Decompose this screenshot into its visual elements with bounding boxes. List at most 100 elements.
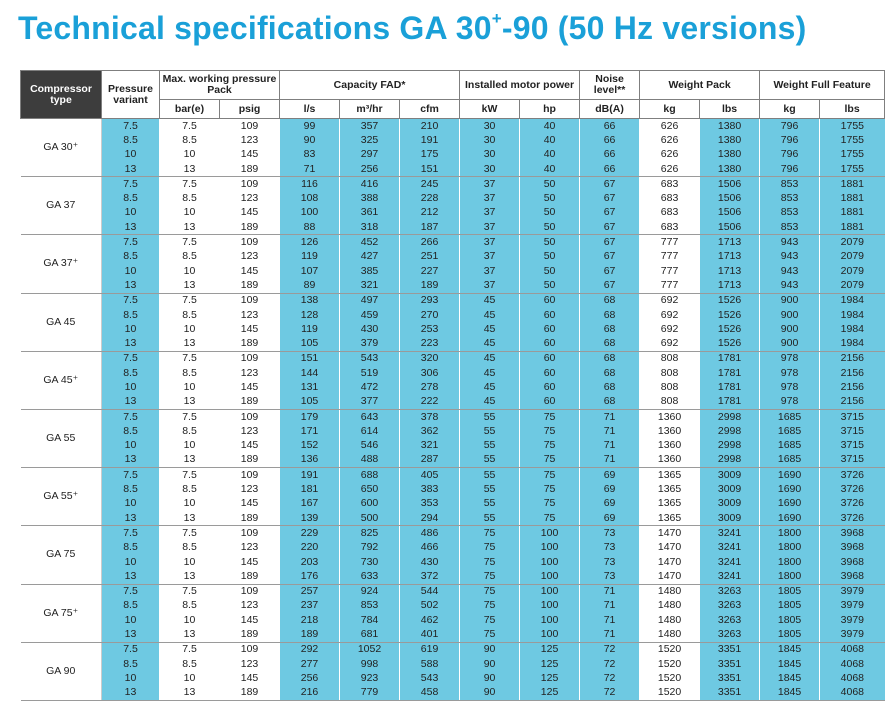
table-cell: 1800 <box>759 569 820 585</box>
table-cell: 900 <box>759 336 820 352</box>
unit-header: cfm <box>399 99 461 119</box>
table-cell: 13 <box>159 627 220 643</box>
table-cell: 90 <box>459 685 520 701</box>
table-cell: 71 <box>579 438 640 453</box>
table-cell: 123 <box>218 482 280 497</box>
table-cell: 784 <box>339 613 400 628</box>
table-cell: 2079 <box>819 278 885 294</box>
table-cell: 1781 <box>699 380 760 395</box>
table-cell: 55 <box>459 438 520 453</box>
table-cell: 13 <box>159 394 220 410</box>
table-cell: 357 <box>339 118 400 134</box>
table-cell: 416 <box>339 176 400 192</box>
compressor-type-cell: GA 45⁺ <box>20 351 102 410</box>
table-cell: 7.5 <box>159 351 220 367</box>
table-cell: 378 <box>399 409 460 425</box>
table-cell: 151 <box>399 161 460 178</box>
table-cell: 99 <box>279 118 340 134</box>
table-cell: 109 <box>218 293 280 308</box>
table-cell: 900 <box>759 322 820 337</box>
table-cell: 10 <box>101 438 160 453</box>
table-cell: 1360 <box>639 409 700 425</box>
table-cell: 10 <box>101 147 160 162</box>
table-cell: 1690 <box>759 511 820 527</box>
table-cell: 60 <box>519 322 580 337</box>
table-cell: 109 <box>218 118 280 134</box>
table-cell: 7.5 <box>101 409 160 425</box>
table-cell: 730 <box>339 554 400 570</box>
table-cell: 3979 <box>819 613 885 628</box>
table-cell: 3968 <box>819 525 885 541</box>
header-installed-motor-power: Installed motor power <box>459 70 581 100</box>
table-cell: 1755 <box>819 147 885 162</box>
table-cell: 1800 <box>759 540 820 555</box>
table-cell: 1360 <box>639 452 700 469</box>
table-cell: 1713 <box>699 278 760 294</box>
table-cell: 497 <box>339 293 400 308</box>
table-cell: 75 <box>519 424 580 439</box>
table-cell: 777 <box>639 249 700 264</box>
table-cell: 55 <box>459 467 520 483</box>
table-cell: 3263 <box>699 613 760 628</box>
table-cell: 71 <box>579 584 640 599</box>
table-cell: 100 <box>519 554 580 570</box>
table-cell: 796 <box>759 161 820 178</box>
unit-header: kg <box>759 99 821 119</box>
table-cell: 7.5 <box>159 293 220 308</box>
table-cell: 1365 <box>639 482 700 497</box>
table-row: 13 13 189 105 379 223 45 60 68 692 1526 900 1984 <box>21 336 885 352</box>
table-cell: 2079 <box>819 234 885 250</box>
table-cell: 228 <box>399 191 460 206</box>
table-cell: 191 <box>279 467 340 483</box>
table-cell: 7.5 <box>159 234 220 250</box>
table-cell: 210 <box>399 118 460 134</box>
table-cell: 278 <box>399 380 460 395</box>
table-cell: 8.5 <box>101 656 160 672</box>
table-cell: 167 <box>279 496 340 512</box>
table-cell: 3726 <box>819 511 885 527</box>
table-cell: 66 <box>579 118 640 134</box>
table-cell: 2156 <box>819 394 885 410</box>
table-cell: 69 <box>579 496 640 512</box>
table-cell: 100 <box>279 205 340 221</box>
table-cell: 3263 <box>699 627 760 643</box>
table-cell: 189 <box>218 685 280 701</box>
table-cell: 8.5 <box>101 133 160 148</box>
table-cell: 10 <box>101 671 160 686</box>
table-cell: 109 <box>218 234 280 250</box>
table-cell: 3351 <box>699 671 760 686</box>
table-cell: 13 <box>159 452 220 469</box>
table-cell: 100 <box>519 598 580 614</box>
table-cell: 3715 <box>819 452 885 469</box>
unit-header: kg <box>639 99 701 119</box>
table-cell: 216 <box>279 685 340 701</box>
table-cell: 3009 <box>699 496 760 512</box>
unit-header: lbs <box>699 99 761 119</box>
table-row: 13 13 189 105 377 222 45 60 68 808 1781 978 2156 <box>21 394 885 410</box>
table-cell: 401 <box>399 627 460 643</box>
table-cell: 998 <box>339 656 400 672</box>
table-cell: 792 <box>339 540 400 555</box>
table-cell: 10 <box>101 496 160 512</box>
table-cell: 502 <box>399 598 460 614</box>
table-cell: 145 <box>218 554 280 570</box>
table-cell: 808 <box>639 366 700 381</box>
table-cell: 452 <box>339 234 400 250</box>
table-cell: 8.5 <box>101 366 160 381</box>
table-row: 8.5 8.5 123 128 459 270 45 60 68 692 1526 900 1984 <box>21 307 885 323</box>
table-cell: 1845 <box>759 656 820 672</box>
table-cell: 3351 <box>699 656 760 672</box>
table-cell: 8.5 <box>159 133 220 148</box>
table-cell: 1781 <box>699 394 760 410</box>
table-cell: 223 <box>399 336 460 352</box>
table-cell: 75 <box>519 511 580 527</box>
table-cell: 1506 <box>699 191 760 206</box>
table-cell: 3715 <box>819 438 885 453</box>
table-cell: 1520 <box>639 671 700 686</box>
table-cell: 900 <box>759 307 820 323</box>
header-weight-full-feature: Weight Full Feature <box>759 70 886 100</box>
table-cell: 13 <box>159 511 220 527</box>
table-cell: 144 <box>279 366 340 381</box>
table-cell: 1984 <box>819 293 885 308</box>
table-cell: 75 <box>459 525 520 541</box>
